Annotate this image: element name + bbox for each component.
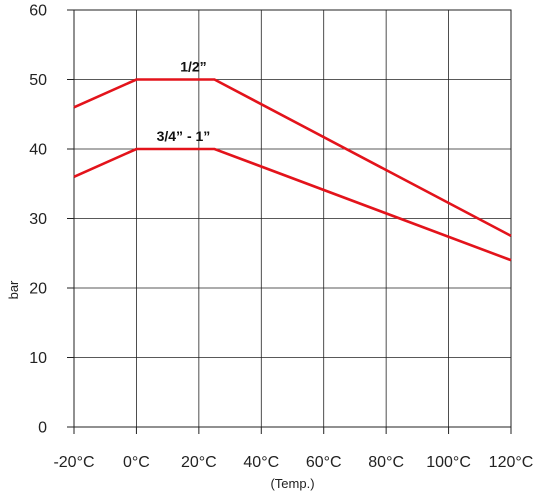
plot-frame xyxy=(73,9,512,428)
tick-labels: -20°C 0°C 20°C 40°C 60°C 80°C 100°C 120°C 0 10 20 3… xyxy=(29,3,533,472)
series-label: 1/2” xyxy=(180,59,206,75)
axes xyxy=(67,9,512,434)
y-tick-label: 60 xyxy=(29,3,47,20)
series-line xyxy=(73,147,512,262)
y-axis-title: bar xyxy=(6,280,21,299)
y-tick-label: 0 xyxy=(38,420,47,437)
y-tick-label: 30 xyxy=(29,211,47,228)
x-tick-label: 120°C xyxy=(489,454,534,471)
x-tick-label: -20°C xyxy=(53,454,94,471)
y-tick-label: 40 xyxy=(29,142,47,159)
x-tick-label: 40°C xyxy=(243,454,279,471)
series-label: 3/4” - 1” xyxy=(157,128,211,144)
y-tick-label: 10 xyxy=(29,350,47,367)
series-labels: 1/2” 3/4” - 1” xyxy=(157,59,211,145)
x-tick-label: 20°C xyxy=(181,454,217,471)
x-tick-label: 60°C xyxy=(306,454,342,471)
series-lines xyxy=(73,78,512,262)
x-tick-label: 80°C xyxy=(368,454,404,471)
series-line xyxy=(73,78,512,238)
x-tick-label: 100°C xyxy=(426,454,471,471)
grid-lines xyxy=(73,9,512,428)
y-tick-label: 20 xyxy=(29,281,47,298)
y-tick-label: 50 xyxy=(29,72,47,89)
x-axis-title: (Temp.) xyxy=(270,476,314,491)
x-tick-label: 0°C xyxy=(123,454,150,471)
